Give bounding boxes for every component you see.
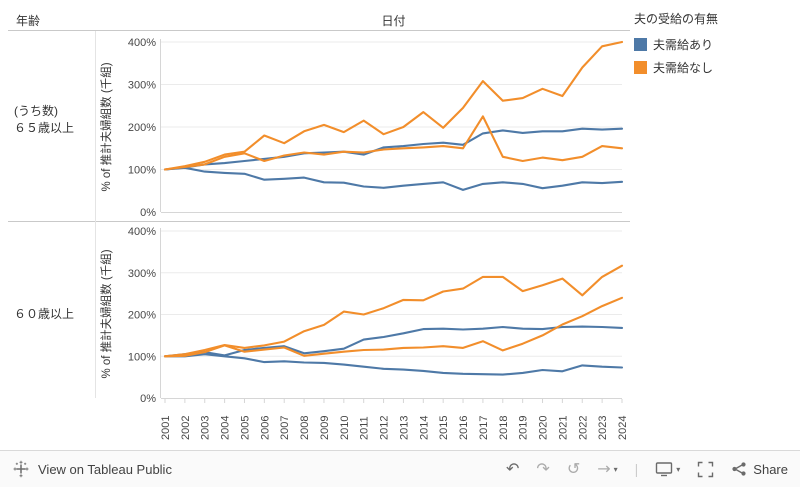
legend-swatch-orange [634,61,647,74]
y-tick-label: 200% [128,310,156,322]
x-tick-label: 2021 [557,416,569,440]
toolbar-actions: ↶ ↷ ↺ → ▾ | ▾ [506,461,788,478]
x-tick-label: 2006 [259,416,271,440]
y-tick-label: 300% [128,80,156,92]
row-label-text: ６０歳以上 [14,307,75,321]
x-tick-label: 2011 [359,416,371,440]
row-label-note: (うち数) [14,104,58,118]
x-tick-label: 2015 [438,416,450,440]
line-series-1-0[interactable] [163,325,624,358]
legend-item-nashi[interactable]: 夫需給なし [634,59,794,76]
x-tick-label: 2013 [398,416,410,440]
fullscreen-icon [698,461,714,477]
y-tick-label: 400% [128,226,156,238]
legend: 夫の受給の有無 夫需給あり 夫需給なし [634,10,794,82]
x-tick-label: 2024 [617,416,629,440]
x-tick-label: 2023 [597,416,609,440]
x-tick-label: 2019 [518,416,530,440]
replay-button[interactable]: ↺ [566,459,581,478]
y-tick-label: 0% [140,207,156,219]
redo-button[interactable]: ↷ [536,459,550,478]
view-on-tableau-link[interactable]: View on Tableau Public [12,460,172,478]
y-tick-label: 100% [128,165,156,177]
y-tick-label: 300% [128,268,156,280]
download-button[interactable]: ▾ [655,461,680,477]
legend-item-ari[interactable]: 夫需給あり [634,36,794,53]
line-series-0-1[interactable] [163,166,624,191]
x-tick-label: 2003 [200,416,212,440]
x-tick-label: 2014 [418,416,430,440]
fullscreen-button[interactable] [697,461,714,478]
x-tick-label: 2016 [458,416,470,440]
toolbar-separator: | [634,461,639,477]
tableau-toolbar: View on Tableau Public ↶ ↷ ↺ → ▾ | ▾ [0,450,800,487]
view-on-tableau-label: View on Tableau Public [38,461,172,477]
row-label-65-plus: (うち数) ６５歳以上 [14,103,74,137]
line-series-1-1[interactable] [163,353,624,376]
download-monitor-icon [656,462,673,477]
legend-title: 夫の受給の有無 [634,12,719,26]
y-tick-label: 200% [128,122,156,134]
playback-button[interactable]: → ▾ [597,461,617,477]
line-series-0-2[interactable] [163,40,624,171]
date-axis-header: 日付 [381,14,406,28]
row-label-60-plus: ６０歳以上 [14,306,74,323]
x-tick-label: 2001 [160,416,172,440]
share-label: Share [753,461,788,477]
legend-swatch-blue [634,38,647,51]
x-tick-label: 2020 [538,416,550,440]
undo-button[interactable]: ↶ [506,459,520,478]
download-caret-icon: ▾ [676,464,681,474]
x-tick-label: 2017 [478,416,490,440]
line-series-1-3[interactable] [163,296,624,358]
line-series-1-2[interactable] [163,264,624,358]
line-chart-panels: 0% 100% 200% 300% 400% 0% 100% 200% 300% 400% 2001… [8,30,630,440]
playback-caret-icon: ▾ [613,464,618,474]
line-series-0-0[interactable] [163,127,624,171]
x-tick-label: 2012 [379,416,391,440]
age-column-header: 年齢 [16,14,41,28]
forward-icon: → [597,459,611,478]
legend-item-label: 夫需給あり [653,38,714,52]
x-tick-label: 2005 [239,416,251,440]
y-tick-label: 400% [128,37,156,49]
line-series-0-3[interactable] [163,115,624,171]
row-label-text: ６５歳以上 [14,121,75,135]
x-tick-label: 2008 [299,416,311,440]
x-tick-label: 2009 [319,416,331,440]
legend-item-label: 夫需給なし [653,61,714,75]
x-tick-label: 2002 [180,416,192,440]
x-tick-label: 2018 [498,416,510,440]
y-tick-label: 100% [128,351,156,363]
y-tick-label: 0% [140,393,156,405]
x-tick-label: 2010 [339,416,351,440]
tableau-logo-icon [13,460,29,478]
x-tick-label: 2022 [577,416,589,440]
x-tick-label: 2004 [220,416,232,440]
share-icon [732,462,746,476]
x-tick-label: 2007 [279,416,291,440]
share-button[interactable]: Share [731,461,788,477]
